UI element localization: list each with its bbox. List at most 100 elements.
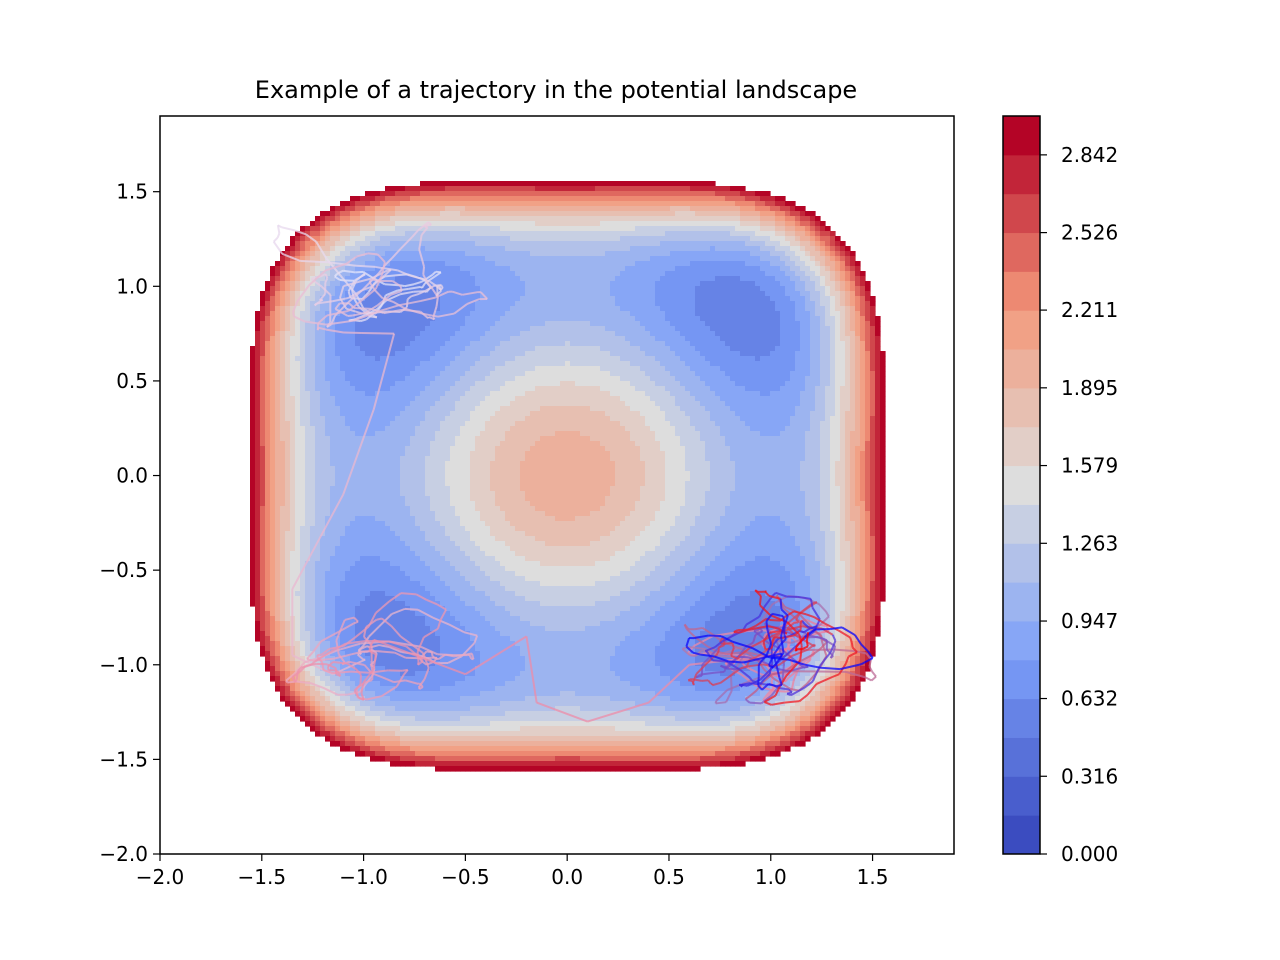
contour-cell — [410, 316, 416, 322]
contour-cell — [780, 231, 786, 237]
contour-cell — [315, 296, 321, 302]
contour-cell — [570, 216, 576, 222]
contour-cell — [655, 266, 661, 272]
contour-cell — [555, 276, 561, 282]
contour-cell — [615, 281, 621, 287]
contour-cell — [465, 286, 471, 292]
contour-cell — [300, 261, 306, 267]
contour-cell — [690, 321, 696, 327]
contour-cell — [790, 391, 796, 397]
contour-cell — [860, 286, 866, 292]
contour-cell — [395, 296, 401, 302]
contour-cell — [490, 311, 496, 317]
contour-cell — [480, 261, 486, 267]
contour-cell — [395, 381, 401, 387]
contour-cell — [780, 331, 786, 337]
contour-cell — [860, 351, 866, 357]
contour-cell — [755, 366, 761, 372]
contour-cell — [335, 331, 341, 337]
contour-cell — [635, 231, 641, 237]
contour-cell — [805, 376, 811, 382]
contour-cell — [415, 331, 421, 337]
contour-cell — [795, 241, 801, 247]
contour-cell — [635, 301, 641, 307]
contour-cell — [385, 361, 391, 367]
contour-cell — [250, 376, 256, 382]
contour-cell — [635, 396, 641, 402]
contour-cell — [760, 351, 766, 357]
contour-cell — [605, 261, 611, 267]
contour-cell — [825, 391, 831, 397]
contour-cell — [335, 336, 341, 342]
contour-cell — [700, 316, 706, 322]
contour-cell — [265, 391, 271, 397]
contour-cell — [350, 376, 356, 382]
contour-cell — [585, 326, 591, 332]
contour-cell — [375, 301, 381, 307]
contour-cell — [735, 346, 741, 352]
contour-cell — [475, 261, 481, 267]
contour-cell — [775, 291, 781, 297]
contour-cell — [375, 221, 381, 227]
contour-cell — [765, 261, 771, 267]
contour-cell — [315, 376, 321, 382]
contour-cell — [680, 256, 686, 262]
contour-cell — [810, 326, 816, 332]
contour-cell — [420, 286, 426, 292]
contour-cell — [645, 316, 651, 322]
contour-cell — [285, 281, 291, 287]
contour-cell — [410, 391, 416, 397]
contour-cell — [795, 381, 801, 387]
contour-cell — [470, 311, 476, 317]
contour-cell — [555, 331, 561, 337]
contour-cell — [635, 196, 641, 202]
contour-cell — [455, 351, 461, 357]
contour-cell — [280, 341, 286, 347]
contour-cell — [275, 321, 281, 327]
contour-cell — [760, 321, 766, 327]
contour-cell — [465, 336, 471, 342]
contour-cell — [790, 371, 796, 377]
contour-cell — [650, 336, 656, 342]
contour-cell — [280, 301, 286, 307]
contour-cell — [315, 391, 321, 397]
contour-cell — [610, 256, 616, 262]
contour-cell — [690, 391, 696, 397]
contour-cell — [390, 221, 396, 227]
contour-cell — [455, 331, 461, 337]
contour-cell — [320, 396, 326, 402]
contour-cell — [775, 356, 781, 362]
contour-cell — [750, 281, 756, 287]
contour-cell — [845, 301, 851, 307]
contour-cell — [280, 326, 286, 332]
contour-cell — [720, 376, 726, 382]
contour-cell — [260, 396, 266, 402]
contour-cell — [665, 181, 671, 187]
contour-cell — [485, 311, 491, 317]
contour-cell — [755, 361, 761, 367]
contour-cell — [575, 216, 581, 222]
contour-cell — [485, 326, 491, 332]
contour-cell — [430, 201, 436, 207]
contour-cell — [340, 291, 346, 297]
contour-cell — [650, 286, 656, 292]
contour-cell — [465, 296, 471, 302]
contour-cell — [595, 266, 601, 272]
contour-cell — [715, 196, 721, 202]
contour-cell — [680, 276, 686, 282]
contour-cell — [650, 341, 656, 347]
contour-cell — [280, 296, 286, 302]
contour-cell — [725, 246, 731, 252]
contour-cell — [600, 396, 606, 402]
contour-cell — [325, 336, 331, 342]
contour-cell — [455, 186, 461, 192]
contour-cell — [540, 346, 546, 352]
contour-cell — [590, 276, 596, 282]
contour-cell — [640, 291, 646, 297]
contour-cell — [360, 371, 366, 377]
contour-cell — [615, 316, 621, 322]
contour-cell — [375, 311, 381, 317]
contour-cell — [805, 241, 811, 247]
contour-cell — [875, 356, 881, 362]
contour-cell — [640, 371, 646, 377]
